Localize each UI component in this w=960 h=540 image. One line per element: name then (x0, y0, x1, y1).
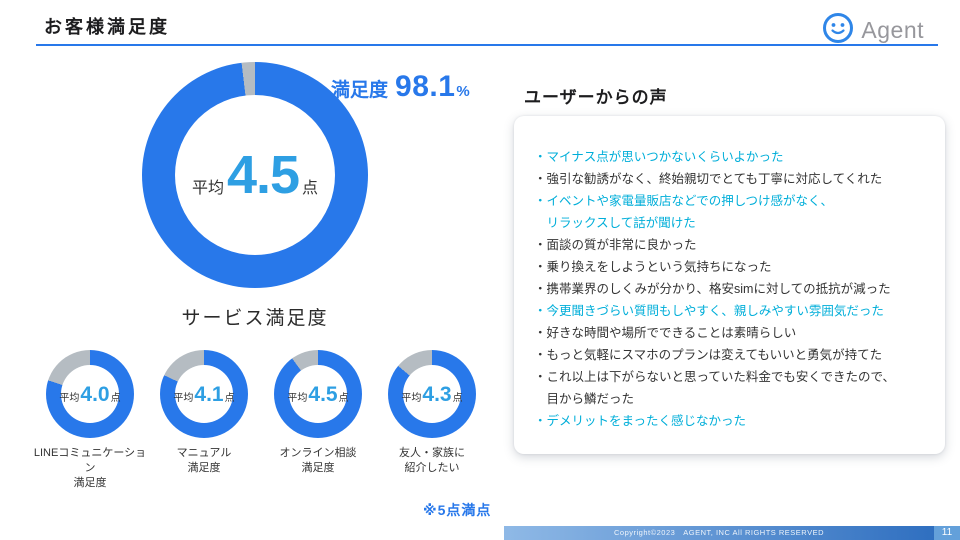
satisfaction-percent-value: 98.1 (395, 70, 456, 103)
voice-item: ・もっと気軽にスマホのプランは変えてもいいと勇気が持てた (534, 348, 883, 362)
logo-text: Agent (861, 17, 924, 43)
sub-chart-label: 友人・家族に 紹介したい (399, 447, 465, 474)
smiley-face-icon (821, 11, 855, 50)
average-label: 平均 (173, 392, 194, 404)
voice-item: ・マイナス点が思いつかないくらいよかった (534, 150, 784, 164)
average-score-value: 4.5 (226, 145, 300, 205)
satisfaction-percent-label: 満足度 98.1 % (331, 70, 470, 104)
service-satisfaction-donut-chart: 平均 4.5 点 (142, 62, 368, 288)
points-label: 点 (110, 392, 121, 404)
sub-chart-label: マニュアル 満足度 (176, 447, 232, 474)
donut-chart: 平均 4.3 点 (388, 350, 476, 438)
points-label: 点 (302, 180, 319, 197)
average-label: 平均 (59, 392, 80, 404)
user-voices-card: ・マイナス点が思いつかないくらいよかった ・強引な勧誘がなく、終始親切でとても丁… (514, 116, 945, 454)
average-label: 平均 (191, 180, 224, 197)
points-label: 点 (452, 392, 463, 404)
donut-chart: 平均 4.5 点 (274, 350, 362, 438)
voice-item: ・好きな時間や場所でできることは素晴らしい (534, 326, 797, 340)
sub-chart-online-consult: 平均 4.5 点 オンライン相談 満足度 (261, 350, 375, 491)
percent-sign: % (456, 83, 470, 100)
voice-item: ・これ以上は下がらないと思っていた料金でも安くできたので、 目から鱗だった (534, 370, 896, 406)
agent-logo: Agent (821, 11, 924, 50)
average-score-value: 4.1 (194, 382, 224, 406)
user-voices-heading: ユーザーからの声 (524, 88, 668, 107)
sub-chart-manual: 平均 4.1 点 マニュアル 満足度 (147, 350, 261, 491)
average-score-value: 4.0 (80, 382, 110, 406)
voice-item: ・携帯業界のしくみが分かり、格安simに対しての抵抗が減った (534, 282, 891, 296)
voice-item: ・強引な勧誘がなく、終始親切でとても丁寧に対応してくれた (534, 172, 883, 186)
satisfaction-label: 満足度 (331, 80, 389, 101)
page-number: 11 (934, 526, 960, 540)
donut-center-text: 平均 4.5 点 (142, 62, 368, 288)
donut-chart: 平均 4.0 点 (46, 350, 134, 438)
footer-copyright: Copyright©2023 AGENT, INC All RIGHTS RES… (504, 526, 934, 540)
sub-chart-line-communication: 平均 4.0 点 LINEコミュニケーション 満足度 (33, 350, 147, 491)
voice-item: ・面談の質が非常に良かった (534, 238, 697, 252)
voice-item: ・乗り換えをしようという気持ちになった (534, 260, 772, 274)
average-score-value: 4.3 (422, 382, 452, 406)
page-title: お客様満足度 (44, 17, 170, 37)
voice-item: ・今更聞きづらい質問もしやすく、親しみやすい雰囲気だった (534, 304, 884, 318)
title-underline (36, 44, 938, 46)
donut-center-text: 平均 4.3 点 (388, 350, 476, 438)
average-label: 平均 (401, 392, 422, 404)
five-point-scale-note: ※5点満点 (423, 502, 492, 518)
donut-center-text: 平均 4.1 点 (160, 350, 248, 438)
donut-center-text: 平均 4.0 点 (46, 350, 134, 438)
voice-item: ・イベントや家電量販店などでの押しつけ感がなく、 リラックスして話が聞けた (534, 194, 834, 230)
sub-chart-label: オンライン相談 満足度 (279, 447, 357, 474)
average-score-value: 4.5 (308, 382, 338, 406)
main-chart-caption: サービス満足度 (181, 308, 329, 329)
donut-center-text: 平均 4.5 点 (274, 350, 362, 438)
points-label: 点 (224, 392, 235, 404)
points-label: 点 (338, 392, 349, 404)
sub-chart-label: LINEコミュニケーション 満足度 (33, 447, 147, 489)
average-label: 平均 (287, 392, 308, 404)
sub-charts-row: 平均 4.0 点 LINEコミュニケーション 満足度 平均 4.1 点 (33, 350, 489, 491)
voice-item: ・デメリットをまったく感じなかった (534, 414, 747, 428)
sub-chart-referral: 平均 4.3 点 友人・家族に 紹介したい (375, 350, 489, 491)
donut-chart: 平均 4.1 点 (160, 350, 248, 438)
